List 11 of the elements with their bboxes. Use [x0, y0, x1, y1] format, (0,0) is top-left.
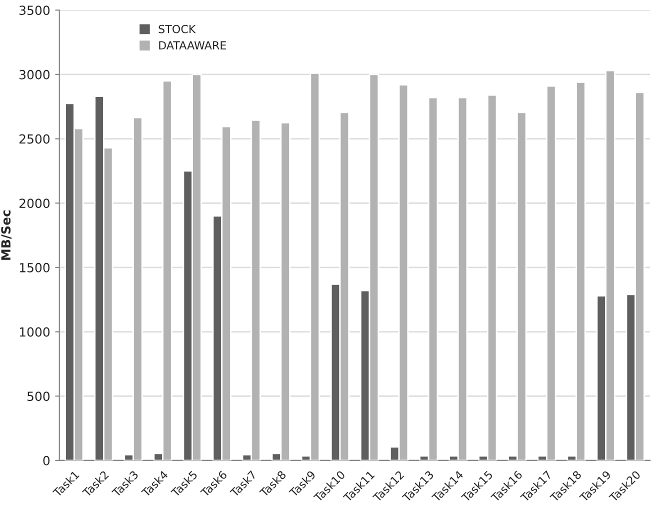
y-axis-title: MB/Sec [1, 210, 12, 260]
legend-label: STOCK [158, 24, 196, 34]
y-tick-label: 1000 [20, 327, 50, 337]
y-tick-label: 3500 [20, 6, 50, 16]
y-tick-label: 2500 [19, 134, 50, 144]
y-tick-label: 0 [43, 456, 50, 466]
y-tick-label: 2000 [19, 198, 50, 208]
legend-label: DATAAWARE [159, 41, 226, 50]
y-tick-label: 500 [27, 392, 50, 402]
y-tick-label: 3000 [20, 70, 50, 80]
y-tick-label: 1500 [20, 262, 50, 272]
